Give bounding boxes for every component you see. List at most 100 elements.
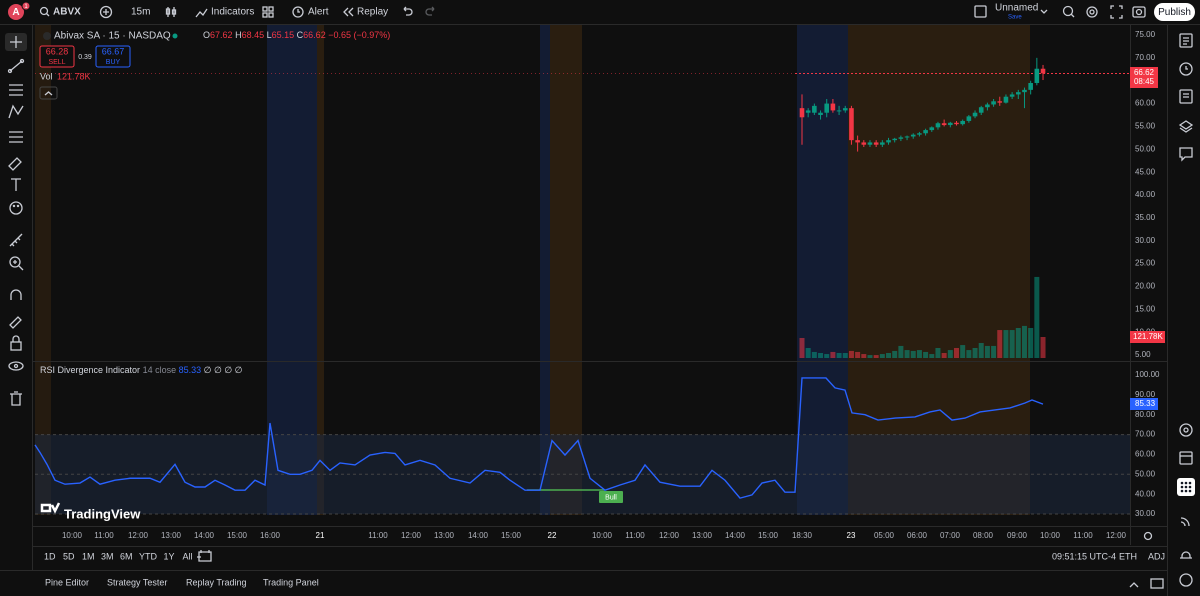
legend: Abivax SA · 15 · NASDAQ O67.62 H68.45 L6…	[39, 30, 390, 100]
time-tick-label: 12:00	[659, 531, 680, 540]
replay-button[interactable]: Replay	[357, 7, 388, 18]
buy-button[interactable]	[95, 45, 131, 68]
indicators-button[interactable]: Indicators	[211, 7, 254, 18]
range-button[interactable]: 1Y	[164, 551, 175, 561]
volume-bar	[799, 337, 805, 358]
bottom-tab[interactable]: Strategy Tester	[107, 577, 167, 587]
sell-label: SELL	[48, 59, 65, 66]
interval[interactable]: 15m	[131, 7, 150, 18]
bottom-tab[interactable]: Trading Panel	[263, 577, 319, 587]
range-button[interactable]: 5D	[63, 551, 75, 561]
volume-bar	[954, 347, 959, 358]
price-tick-label: 70.00	[1135, 53, 1156, 62]
rsi-tick-label: 30.00	[1135, 509, 1156, 518]
alert-button[interactable]: Alert	[308, 7, 329, 18]
symbol[interactable]: ABVX	[53, 7, 81, 18]
time-tick-label: 12:00	[401, 531, 422, 540]
layout-name[interactable]: Unnamed	[995, 3, 1038, 14]
price-tick-label: 20.00	[1135, 282, 1156, 291]
price-tick-label: 5.00	[1135, 350, 1151, 359]
spread: 0.39	[78, 54, 92, 61]
time-tick-label: 10:00	[592, 531, 613, 540]
rsi-line	[34, 377, 1044, 499]
volume-bar	[879, 354, 885, 358]
frame-lines	[0, 24, 1200, 596]
rsi-legend: RSI Divergence Indicator 14 close 85.33 …	[40, 365, 243, 375]
price-tick-label: 45.00	[1135, 167, 1156, 176]
candle-body	[1016, 92, 1021, 95]
avatar[interactable]	[8, 4, 24, 20]
time-tick-label: 10:00	[62, 531, 83, 540]
time-tick-label: 12:00	[1106, 531, 1127, 540]
volume-bar	[929, 354, 935, 358]
candle-body	[886, 140, 891, 143]
session[interactable]: ETH	[1119, 551, 1137, 561]
range-button[interactable]: YTD	[139, 551, 158, 561]
rsi-value: 85.33	[179, 365, 202, 375]
time-tick-label: 14:00	[725, 531, 746, 540]
bull-label-box	[599, 491, 623, 503]
price-tick-label: 40.00	[1135, 190, 1156, 199]
low: 65.15	[272, 30, 295, 40]
volume-bar	[855, 351, 861, 358]
range-button[interactable]: 1D	[44, 551, 56, 561]
right-sidebar	[1177, 33, 1195, 587]
candle-body	[824, 103, 830, 113]
publish-button[interactable]	[1154, 3, 1195, 21]
vol-value: 121.78K	[57, 71, 91, 81]
l-label: L	[267, 30, 272, 40]
avatar-letter: A	[12, 7, 19, 18]
volume-bar	[867, 355, 873, 358]
volume-bar	[916, 350, 922, 358]
time-tick-label: 06:00	[907, 531, 928, 540]
candle-body	[898, 137, 904, 139]
range-button[interactable]: All	[183, 551, 193, 561]
range-button[interactable]: 3M	[101, 551, 114, 561]
collapse-button[interactable]	[39, 86, 58, 100]
sell-button[interactable]	[39, 45, 75, 68]
bottom-bar: 09:51:15 UTC-4 ETH ADJ	[197, 531, 1165, 589]
rsi-tag-label: 85.33	[1135, 399, 1156, 408]
rsi-tick-label: 50.00	[1135, 469, 1156, 478]
save-label[interactable]: Save	[1008, 15, 1022, 21]
volume-bar	[873, 355, 879, 358]
rsi-levels	[35, 434, 1130, 515]
candle-body	[972, 112, 978, 117]
adj[interactable]: ADJ	[1148, 551, 1165, 561]
time-tick-label: 05:00	[874, 531, 895, 540]
candle-body	[1040, 68, 1046, 74]
o-label: O	[203, 30, 210, 40]
volume-bar	[984, 345, 990, 358]
change: −0.65 (−0.97%)	[328, 30, 390, 40]
bottom-tab[interactable]: Replay Trading	[186, 577, 247, 587]
time-tick-label: 10:00	[1040, 531, 1061, 540]
candle-body	[941, 123, 947, 126]
volume-bar	[991, 345, 997, 358]
volume-tag	[1130, 331, 1165, 343]
time-tick-label: 15:00	[758, 531, 779, 540]
price-tag-price: 66.62	[1134, 68, 1155, 77]
price-tick-label: 75.00	[1135, 30, 1156, 39]
candle-body	[985, 104, 990, 108]
candle-body	[904, 136, 910, 138]
price-tick-label: 15.00	[1135, 304, 1156, 313]
price-tick-label: 30.00	[1135, 236, 1156, 245]
volume-bar	[886, 352, 892, 358]
candle-body	[880, 142, 885, 145]
volume-bar	[960, 345, 966, 358]
candle-body	[917, 133, 922, 135]
range-button[interactable]: 6M	[120, 551, 133, 561]
candle-body	[923, 130, 928, 134]
time-tick-label: 11:00	[1073, 531, 1093, 540]
volume-bar	[997, 330, 1003, 358]
time-tick-label: 21	[316, 531, 325, 540]
price-tick-label: 60.00	[1135, 99, 1156, 108]
time-tick-label: 14:00	[468, 531, 489, 540]
bottom-tab[interactable]: Pine Editor	[45, 577, 89, 587]
candle-body	[873, 142, 879, 145]
time-tick-label: 12:00	[128, 531, 149, 540]
range-button[interactable]: 1M	[82, 551, 95, 561]
candle-body	[997, 101, 1003, 103]
candle-body	[1022, 89, 1027, 93]
publish-label: Publish	[1158, 7, 1191, 18]
